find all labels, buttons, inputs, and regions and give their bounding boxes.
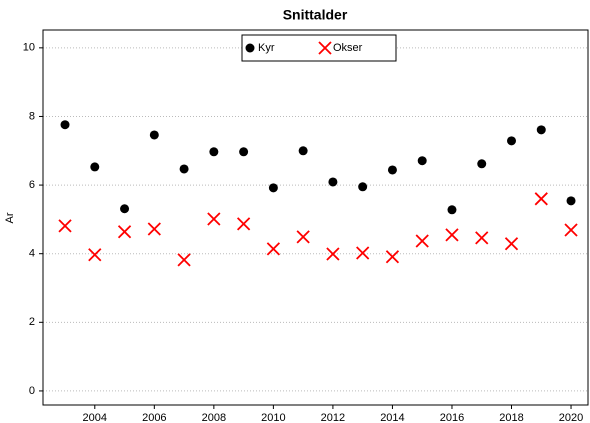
point bbox=[60, 120, 70, 130]
point bbox=[179, 164, 189, 174]
point bbox=[209, 147, 219, 157]
point bbox=[236, 217, 251, 231]
point bbox=[415, 234, 429, 248]
point bbox=[266, 242, 281, 256]
point bbox=[147, 222, 161, 236]
y-tick-label: 4 bbox=[29, 248, 35, 260]
x-tick-label: 2004 bbox=[83, 412, 107, 423]
y-tick-label: 8 bbox=[29, 110, 35, 122]
legend-label: Kyr bbox=[258, 42, 275, 54]
point bbox=[417, 156, 427, 166]
point bbox=[296, 230, 310, 244]
plot-frame bbox=[42, 29, 589, 406]
x-tick-label: 2006 bbox=[142, 412, 166, 423]
point bbox=[356, 246, 370, 260]
legend-marker bbox=[245, 43, 255, 53]
point bbox=[387, 165, 397, 175]
point bbox=[58, 219, 72, 233]
point bbox=[358, 182, 368, 192]
point bbox=[507, 136, 517, 146]
point bbox=[385, 250, 400, 264]
x-tick-label: 2010 bbox=[261, 412, 285, 423]
x-tick-label: 2014 bbox=[380, 412, 404, 423]
y-tick-label: 0 bbox=[29, 385, 35, 397]
point bbox=[177, 253, 191, 267]
point bbox=[88, 248, 102, 262]
point bbox=[566, 196, 576, 206]
x-tick-label: 2016 bbox=[440, 412, 464, 423]
point bbox=[445, 228, 459, 242]
point bbox=[298, 146, 308, 156]
x-tick-label: 2020 bbox=[559, 412, 583, 423]
legend-box bbox=[241, 34, 397, 62]
point bbox=[90, 162, 100, 172]
y-tick-label: 10 bbox=[23, 42, 35, 54]
point bbox=[475, 231, 489, 245]
point bbox=[326, 247, 340, 261]
y-tick-label: 6 bbox=[29, 179, 35, 191]
point bbox=[477, 159, 487, 169]
legend-marker bbox=[318, 41, 332, 55]
point bbox=[207, 212, 221, 226]
point bbox=[534, 192, 548, 206]
point bbox=[117, 225, 132, 239]
point bbox=[239, 147, 249, 157]
point bbox=[149, 130, 159, 140]
point bbox=[564, 223, 578, 237]
legend-label: Okser bbox=[333, 42, 363, 54]
x-tick-label: 2008 bbox=[202, 412, 226, 423]
point bbox=[504, 237, 519, 251]
x-tick-label: 2012 bbox=[321, 412, 345, 423]
chart-title: Snittalder bbox=[283, 7, 348, 23]
point bbox=[447, 205, 457, 215]
y-axis-label: Ar bbox=[4, 212, 16, 223]
point bbox=[268, 183, 278, 193]
point bbox=[536, 125, 546, 135]
point bbox=[328, 177, 338, 187]
y-tick-label: 2 bbox=[29, 316, 35, 328]
x-tick-label: 2018 bbox=[499, 412, 523, 423]
point bbox=[120, 204, 130, 214]
